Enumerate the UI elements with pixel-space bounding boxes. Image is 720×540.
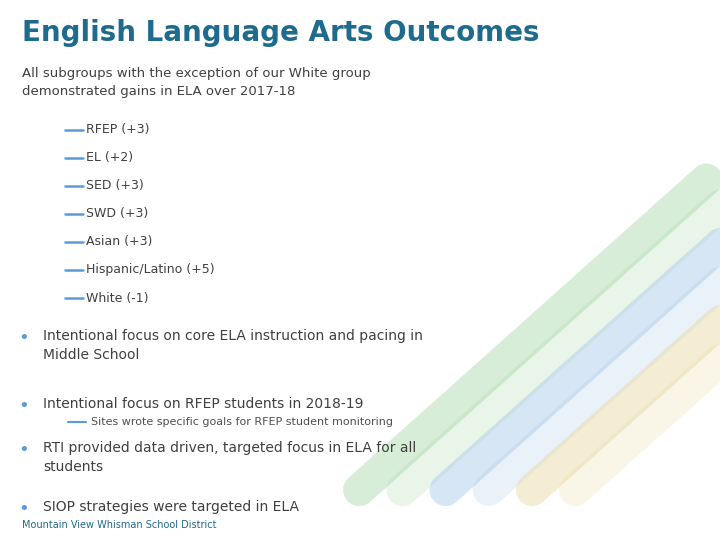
- Text: White (-1): White (-1): [86, 292, 149, 305]
- Text: Intentional focus on RFEP students in 2018-19: Intentional focus on RFEP students in 20…: [43, 397, 364, 411]
- Text: All subgroups with the exception of our White group
demonstrated gains in ELA ov: All subgroups with the exception of our …: [22, 68, 370, 98]
- Text: SIOP strategies were targeted in ELA: SIOP strategies were targeted in ELA: [43, 500, 300, 514]
- Text: •: •: [18, 441, 29, 459]
- Text: •: •: [18, 397, 29, 415]
- Text: RFEP (+3): RFEP (+3): [86, 123, 150, 136]
- Text: RTI provided data driven, targeted focus in ELA for all
students: RTI provided data driven, targeted focus…: [43, 441, 416, 474]
- Text: Sites wrote specific goals for RFEP student monitoring: Sites wrote specific goals for RFEP stud…: [91, 417, 393, 427]
- Text: •: •: [18, 329, 29, 347]
- Text: SED (+3): SED (+3): [86, 179, 144, 192]
- Text: English Language Arts Outcomes: English Language Arts Outcomes: [22, 19, 539, 47]
- Text: Intentional focus on core ELA instruction and pacing in
Middle School: Intentional focus on core ELA instructio…: [43, 329, 423, 362]
- Text: Hispanic/Latino (+5): Hispanic/Latino (+5): [86, 264, 215, 276]
- Text: Asian (+3): Asian (+3): [86, 235, 153, 248]
- Text: EL (+2): EL (+2): [86, 151, 133, 164]
- Text: •: •: [18, 500, 29, 517]
- Text: SWD (+3): SWD (+3): [86, 207, 148, 220]
- Text: Mountain View Whisman School District: Mountain View Whisman School District: [22, 520, 216, 530]
